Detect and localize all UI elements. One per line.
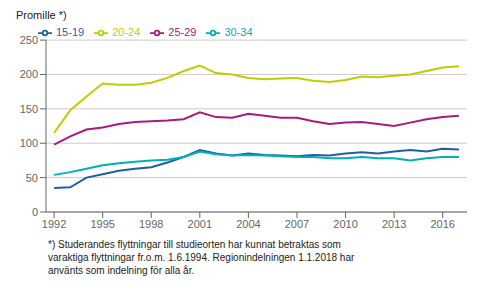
- svg-text:2004: 2004: [236, 218, 260, 230]
- svg-text:1992: 1992: [42, 218, 66, 230]
- html-text:varaktiga flyttningar fr.o.m.: varaktiga flyttningar fr.o.m. 1.6.1994. …: [48, 252, 355, 263]
- svg-text:2010: 2010: [333, 218, 357, 230]
- html-text:använts som indelning för alla: använts som indelning för alla år.: [48, 265, 195, 276]
- html-text:20-24: 20-24: [112, 26, 141, 38]
- html-text:30-34: 30-34: [224, 26, 253, 38]
- html-text:25-29: 25-29: [168, 26, 197, 38]
- svg-text:250: 250: [20, 34, 38, 46]
- svg-text:2013: 2013: [382, 218, 406, 230]
- svg-text:50: 50: [26, 172, 38, 184]
- svg-text:200: 200: [20, 68, 38, 80]
- svg-text:100: 100: [20, 137, 38, 149]
- svg-text:1995: 1995: [90, 218, 114, 230]
- html-text:*) Studerandes flyttningar til: *) Studerandes flyttningar till studieor…: [48, 239, 341, 250]
- svg-text:2016: 2016: [430, 218, 454, 230]
- svg-text:2007: 2007: [285, 218, 309, 230]
- svg-text:0: 0: [32, 206, 38, 218]
- svg-text:150: 150: [20, 103, 38, 115]
- html-text:Promille *): Promille *): [16, 9, 67, 21]
- html-text:15-19: 15-19: [56, 26, 85, 38]
- svg-text:1998: 1998: [139, 218, 163, 230]
- svg-text:2001: 2001: [188, 218, 212, 230]
